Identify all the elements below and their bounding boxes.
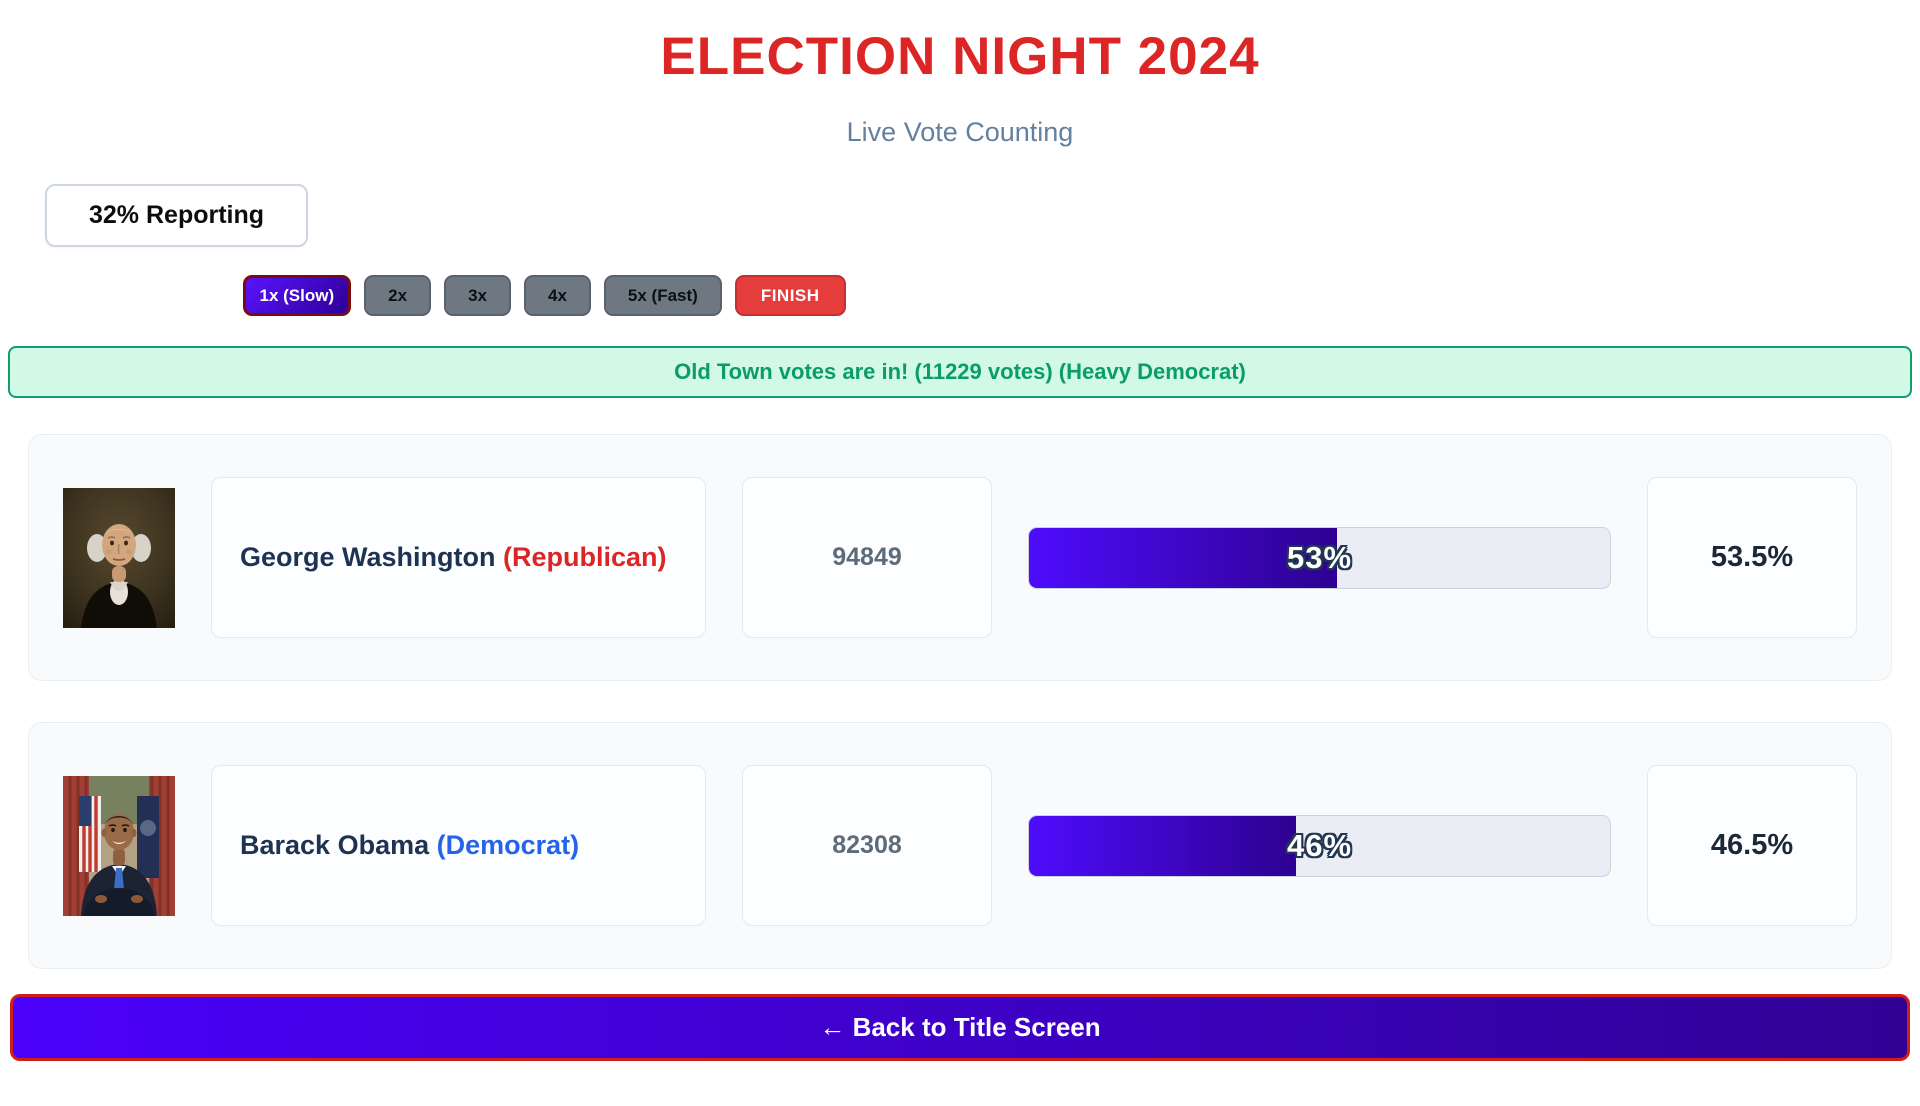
- candidate-name-box: Barack Obama (Democrat): [211, 765, 706, 926]
- vote-progress-label: 53%: [1286, 539, 1353, 575]
- vote-count: 94849: [832, 543, 902, 571]
- vote-count: 82308: [832, 831, 902, 859]
- george-washington-portrait: [63, 487, 175, 628]
- candidate-card-obama: Barack Obama (Democrat) 82308 46% 46.5%: [28, 722, 1892, 969]
- page-title: ELECTION NIGHT 2024: [660, 27, 1260, 86]
- speed-button-1x[interactable]: 1x (Slow): [242, 275, 352, 316]
- candidate-party: (Democrat): [436, 830, 580, 860]
- reporting-status-badge: 32% Reporting: [45, 184, 309, 247]
- vote-progress-fill: [1029, 527, 1337, 588]
- page-subtitle: Live Vote Counting: [846, 117, 1074, 147]
- back-to-title-button[interactable]: ← Back to Title Screen: [10, 994, 1910, 1061]
- vote-share: 46.5%: [1710, 829, 1794, 861]
- speed-button-2x[interactable]: 2x: [364, 275, 432, 316]
- candidate-votes-box: 82308: [742, 765, 992, 926]
- candidate-party: (Republican): [503, 542, 667, 572]
- finish-button[interactable]: FINISH: [734, 275, 846, 316]
- candidate-name: George Washington: [240, 542, 496, 572]
- candidate-name: Barack Obama: [240, 830, 430, 860]
- speed-button-5x[interactable]: 5x (Fast): [603, 275, 722, 316]
- speed-button-4x[interactable]: 4x: [523, 275, 591, 316]
- candidate-votes-box: 94849: [742, 477, 992, 638]
- vote-share-box: 46.5%: [1647, 765, 1857, 926]
- animation-speed-controls: Animation Speed: 1x (Slow) 2x 3x 4x 5x (…: [30, 275, 1920, 316]
- vote-progress-bar: 53%: [1028, 526, 1611, 589]
- speed-button-3x[interactable]: 3x: [444, 275, 511, 316]
- vote-update-banner: Old Town votes are in! (11229 votes) (He…: [8, 346, 1912, 398]
- candidate-card-washington: George Washington (Republican) 94849 53%…: [28, 434, 1892, 681]
- vote-progress-bar: 46%: [1028, 814, 1611, 877]
- vote-share: 53.5%: [1710, 541, 1794, 573]
- vote-progress-label: 46%: [1286, 827, 1353, 863]
- animation-speed-label: Animation Speed:: [30, 282, 226, 308]
- vote-progress-fill: [1029, 815, 1297, 876]
- vote-share-box: 53.5%: [1647, 477, 1857, 638]
- candidate-name-box: George Washington (Republican): [211, 477, 706, 638]
- barack-obama-portrait: [63, 775, 175, 916]
